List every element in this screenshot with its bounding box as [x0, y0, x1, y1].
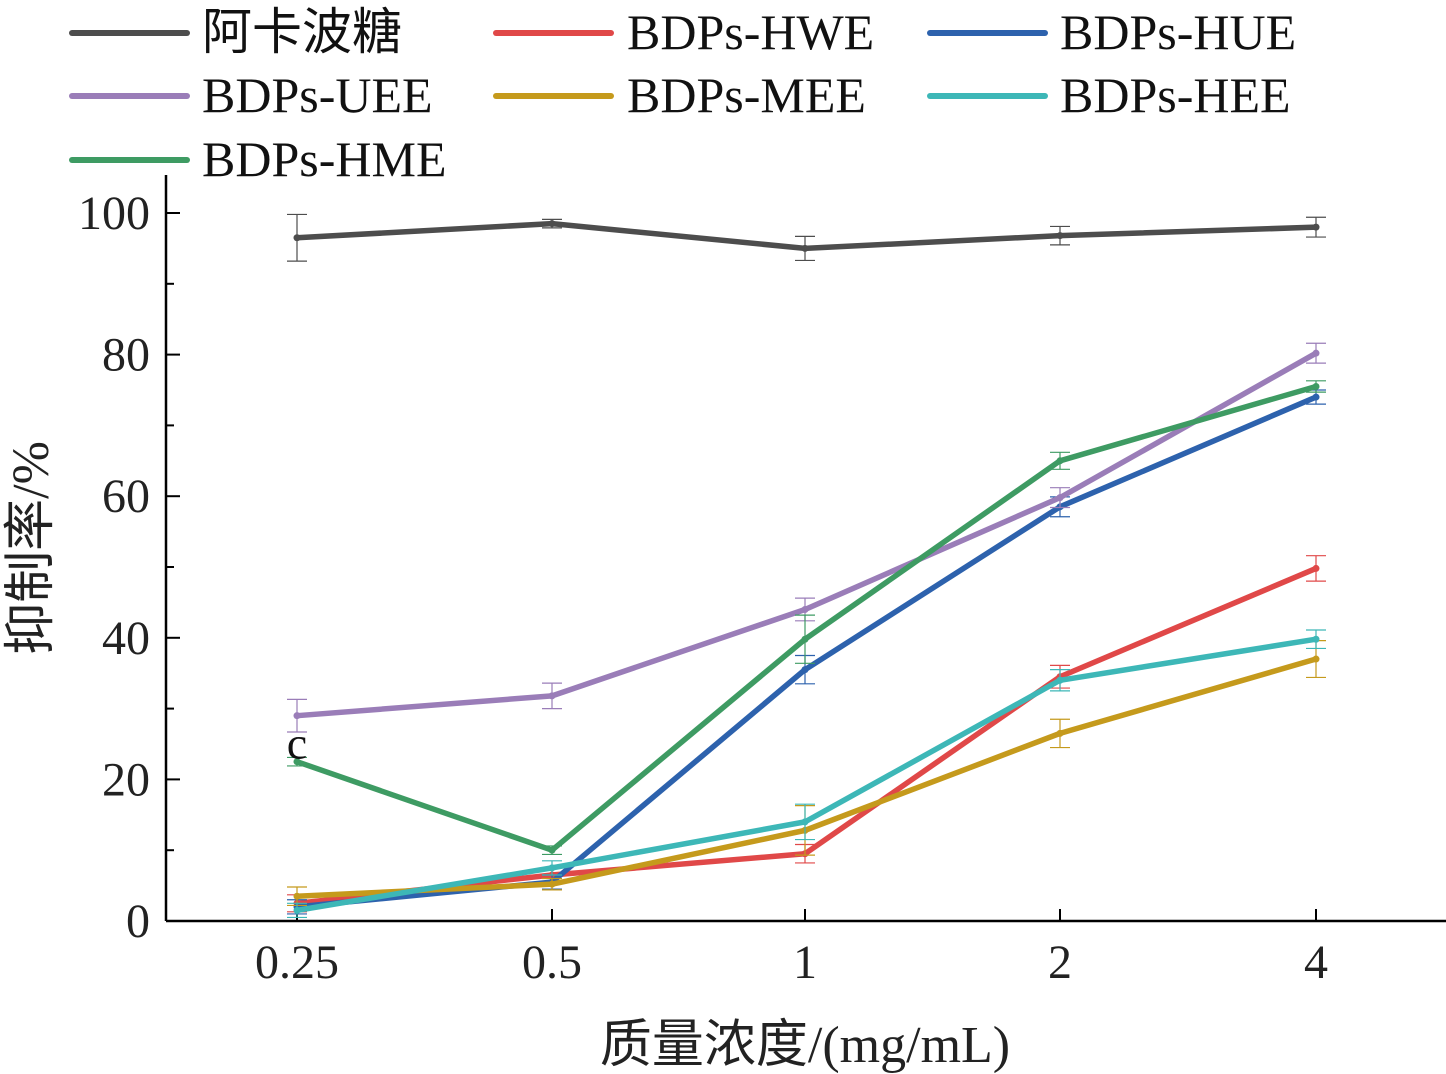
x-tick-label: 0.5 [522, 936, 582, 989]
y-tick-label: 0 [126, 895, 150, 948]
data-point [1056, 676, 1064, 684]
data-point [1312, 223, 1320, 231]
data-point [293, 906, 301, 914]
data-point [1056, 457, 1064, 465]
data-point [548, 880, 556, 888]
x-tick-label: 1 [793, 936, 817, 989]
series-3 [287, 389, 1326, 915]
y-tick-label: 80 [102, 329, 150, 382]
axes: 0 20 40 60 80 100 0.25 0.5 1 2 4 [78, 175, 1446, 989]
legend-label: BDPs-HWE [627, 4, 874, 60]
series-line [294, 656, 1319, 899]
series-7 [287, 380, 1326, 856]
legend-item: BDPs-HUE [927, 4, 1296, 60]
x-axis-title: 质量浓度/(mg/mL) [600, 1017, 1010, 1074]
series-5 [287, 640, 1326, 907]
data-point [293, 712, 301, 720]
x-tick-label: 4 [1304, 936, 1328, 989]
data-point [1312, 564, 1320, 572]
series-line [294, 636, 1319, 914]
data-point [548, 864, 556, 872]
data-point [1312, 635, 1320, 643]
legend-label: BDPs-HEE [1060, 67, 1291, 123]
annotation-label: c [287, 717, 307, 768]
data-point [548, 220, 556, 228]
legend-label: BDPs-HME [202, 131, 446, 187]
series-6 [287, 629, 1326, 919]
data-point [801, 635, 809, 643]
series-line [294, 383, 1319, 853]
legend-item: BDPs-HME [69, 131, 446, 187]
legend: 阿卡波糖 BDPs-HWE BDPs-HUE BDPs-UEE BDPs-MEE BDPs… [69, 4, 1296, 187]
legend-label: BDPs-MEE [627, 67, 866, 123]
data-point [1312, 382, 1320, 390]
y-axis-title: 抑制率/% [3, 441, 60, 655]
y-tick-label: 100 [78, 187, 150, 240]
annotation-layer: c [287, 717, 307, 768]
series-layer [287, 213, 1326, 919]
x-tick-label: 2 [1048, 936, 1072, 989]
data-point [801, 666, 809, 674]
data-point [293, 758, 301, 766]
data-point [293, 892, 301, 900]
legend-item: 阿卡波糖 [69, 4, 402, 60]
legend-label: BDPs-UEE [202, 67, 433, 123]
data-point [1312, 655, 1320, 663]
legend-label: 阿卡波糖 [202, 4, 402, 60]
y-tick-label: 20 [102, 753, 150, 806]
data-point [801, 605, 809, 613]
legend-item: BDPs-HEE [927, 67, 1291, 123]
legend-item: BDPs-UEE [69, 67, 433, 123]
data-point [1056, 494, 1064, 502]
data-point [293, 234, 301, 242]
data-point [801, 244, 809, 252]
legend-item: BDPs-HWE [493, 4, 874, 60]
series-4 [287, 342, 1326, 733]
data-point [801, 818, 809, 826]
legend-label: BDPs-HUE [1060, 4, 1296, 60]
data-point [548, 846, 556, 854]
x-tick-label: 0.25 [255, 936, 339, 989]
data-point [1056, 729, 1064, 737]
series-1 [287, 213, 1326, 262]
data-point [1312, 349, 1320, 357]
y-tick-label: 40 [102, 612, 150, 665]
data-point [1312, 393, 1320, 401]
y-tick-label: 60 [102, 470, 150, 523]
data-point [1056, 232, 1064, 240]
data-point [548, 692, 556, 700]
legend-item: BDPs-MEE [493, 67, 866, 123]
